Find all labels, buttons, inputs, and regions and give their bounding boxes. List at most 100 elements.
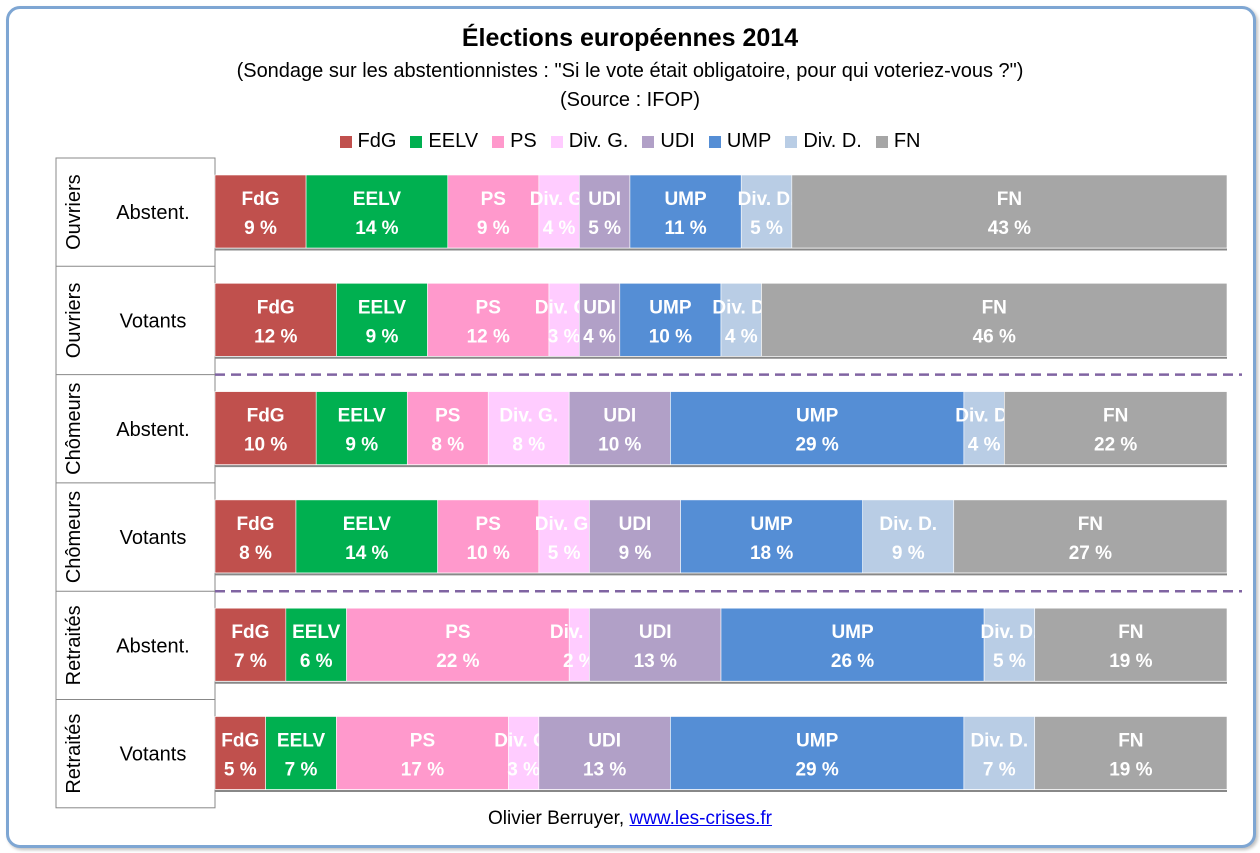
- bar-value-label: 22 %: [1094, 435, 1137, 456]
- bar-series-label: PS: [435, 406, 460, 427]
- bar-segment: [589, 607, 722, 682]
- bar-value-label: 14 %: [355, 218, 398, 239]
- legend-item: FN: [875, 130, 921, 153]
- row-label: Abstent.: [116, 419, 189, 441]
- bar-series-label: Div. G.: [530, 189, 589, 210]
- legend-label: UDI: [660, 130, 695, 152]
- bar-segment: [346, 607, 570, 682]
- row-group-label: Retraités: [63, 714, 85, 794]
- bar-segment: [670, 391, 965, 465]
- bar-series-label: FN: [1078, 514, 1103, 535]
- bar-series-label: Div. G.: [499, 406, 558, 427]
- legend-label: Div. G.: [568, 130, 629, 152]
- row-label: Votants: [120, 744, 187, 766]
- chart-source: (Source : IFOP): [559, 89, 701, 111]
- bar-series-label: PS: [476, 297, 501, 318]
- bar-value-label: 3 %: [507, 760, 540, 781]
- legend-label: FdG: [357, 130, 397, 152]
- bar-series-label: UMP: [796, 731, 839, 752]
- bar-series-label: EELV: [338, 406, 387, 427]
- bar-segment: [214, 282, 337, 357]
- bar-value-label: 13 %: [583, 760, 626, 781]
- bar-value-label: 9 %: [619, 543, 652, 564]
- bar-series-label: FdG: [247, 406, 285, 427]
- bar-value-label: 29 %: [795, 435, 838, 456]
- bar-value-label: 7 %: [983, 760, 1016, 781]
- bar-series-label: Div. G.: [535, 514, 594, 535]
- bar-value-label: 12 %: [467, 326, 510, 347]
- bar-value-label: 10 %: [598, 435, 641, 456]
- bar-value-label: 5 %: [224, 760, 257, 781]
- row-group-label: Chômeurs: [63, 383, 85, 475]
- bar-value-label: 3 %: [548, 326, 581, 347]
- bar-series-label: UMP: [796, 406, 839, 427]
- bar-segment: [720, 607, 985, 682]
- row-label: Abstent.: [116, 202, 189, 224]
- bar-series-label: UMP: [649, 297, 692, 318]
- bar-value-label: 9 %: [366, 326, 399, 347]
- bar-segment: [579, 282, 621, 357]
- bar-series-label: UDI: [588, 731, 621, 752]
- bar-value-label: 9 %: [892, 543, 925, 564]
- legend-item: Div. D.: [785, 130, 862, 153]
- bar-value-label: 18 %: [750, 543, 793, 564]
- legend-swatch: [642, 135, 655, 148]
- bar-value-label: 8 %: [431, 435, 464, 456]
- bar-series-label: Div. G.: [535, 297, 594, 318]
- bar-segment: [963, 391, 1005, 465]
- bar-series-label: Div. D.: [738, 189, 796, 210]
- legend-label: PS: [510, 130, 537, 152]
- bar-segment: [295, 499, 438, 574]
- bar-segment: [508, 716, 540, 790]
- bar-value-label: 7 %: [285, 760, 318, 781]
- bar-segment: [791, 174, 1228, 249]
- bar-segment: [538, 716, 671, 790]
- bar-series-label: UDI: [619, 514, 652, 535]
- bar-series-label: FN: [1118, 731, 1143, 752]
- footer-link[interactable]: www.les-crises.fr: [629, 808, 772, 829]
- bar-value-label: 10 %: [244, 435, 287, 456]
- bar-value-label: 5 %: [588, 218, 621, 239]
- bar-segment: [629, 174, 742, 249]
- legend-label: UMP: [726, 130, 772, 152]
- bar-series-label: EELV: [358, 297, 407, 318]
- bar-series-label: FdG: [257, 297, 295, 318]
- bar-segment: [336, 716, 509, 790]
- bar-series-label: PS: [445, 622, 470, 643]
- legend-item: EELV: [410, 130, 478, 153]
- bar-segment: [427, 282, 550, 357]
- bar-segment: [214, 716, 266, 790]
- bar-value-label: 19 %: [1109, 760, 1152, 781]
- bar-segment: [963, 716, 1036, 790]
- bar-value-label: 10 %: [649, 326, 692, 347]
- bar-segment: [538, 174, 580, 249]
- bar-value-label: 4 %: [543, 218, 576, 239]
- bar-series-label: EELV: [277, 731, 326, 752]
- bar-series-label: UDI: [639, 622, 672, 643]
- bar-value-label: 14 %: [345, 543, 388, 564]
- bar-value-label: 9 %: [477, 218, 510, 239]
- bar-segment: [336, 282, 428, 357]
- bar-series-label: EELV: [343, 514, 392, 535]
- bar-value-label: 29 %: [795, 760, 838, 781]
- bar-value-label: 11 %: [664, 218, 706, 239]
- bar-segment: [720, 282, 762, 357]
- bar-segment: [953, 499, 1228, 574]
- bar-series-label: UDI: [588, 189, 621, 210]
- bar-series-label: Div. D.: [970, 731, 1028, 752]
- bar-series-label: FdG: [242, 189, 280, 210]
- legend-label: Div. D.: [803, 130, 862, 152]
- legend-item: UDI: [642, 130, 695, 153]
- bar-series-label: Div. D.: [981, 622, 1039, 643]
- bar-segment: [1034, 716, 1228, 790]
- bar-series-label: UMP: [750, 514, 793, 535]
- bar-series-label: UMP: [664, 189, 707, 210]
- bar-segment: [670, 716, 965, 790]
- footer: Olivier Berruyer, www.les-crises.fr: [0, 808, 1260, 830]
- bar-segment: [1004, 391, 1228, 465]
- bar-series-label: Div. D.: [712, 297, 770, 318]
- bar-series-label: Div. G.: [494, 731, 553, 752]
- row-label: Votants: [120, 527, 187, 549]
- bar-segment: [579, 174, 631, 249]
